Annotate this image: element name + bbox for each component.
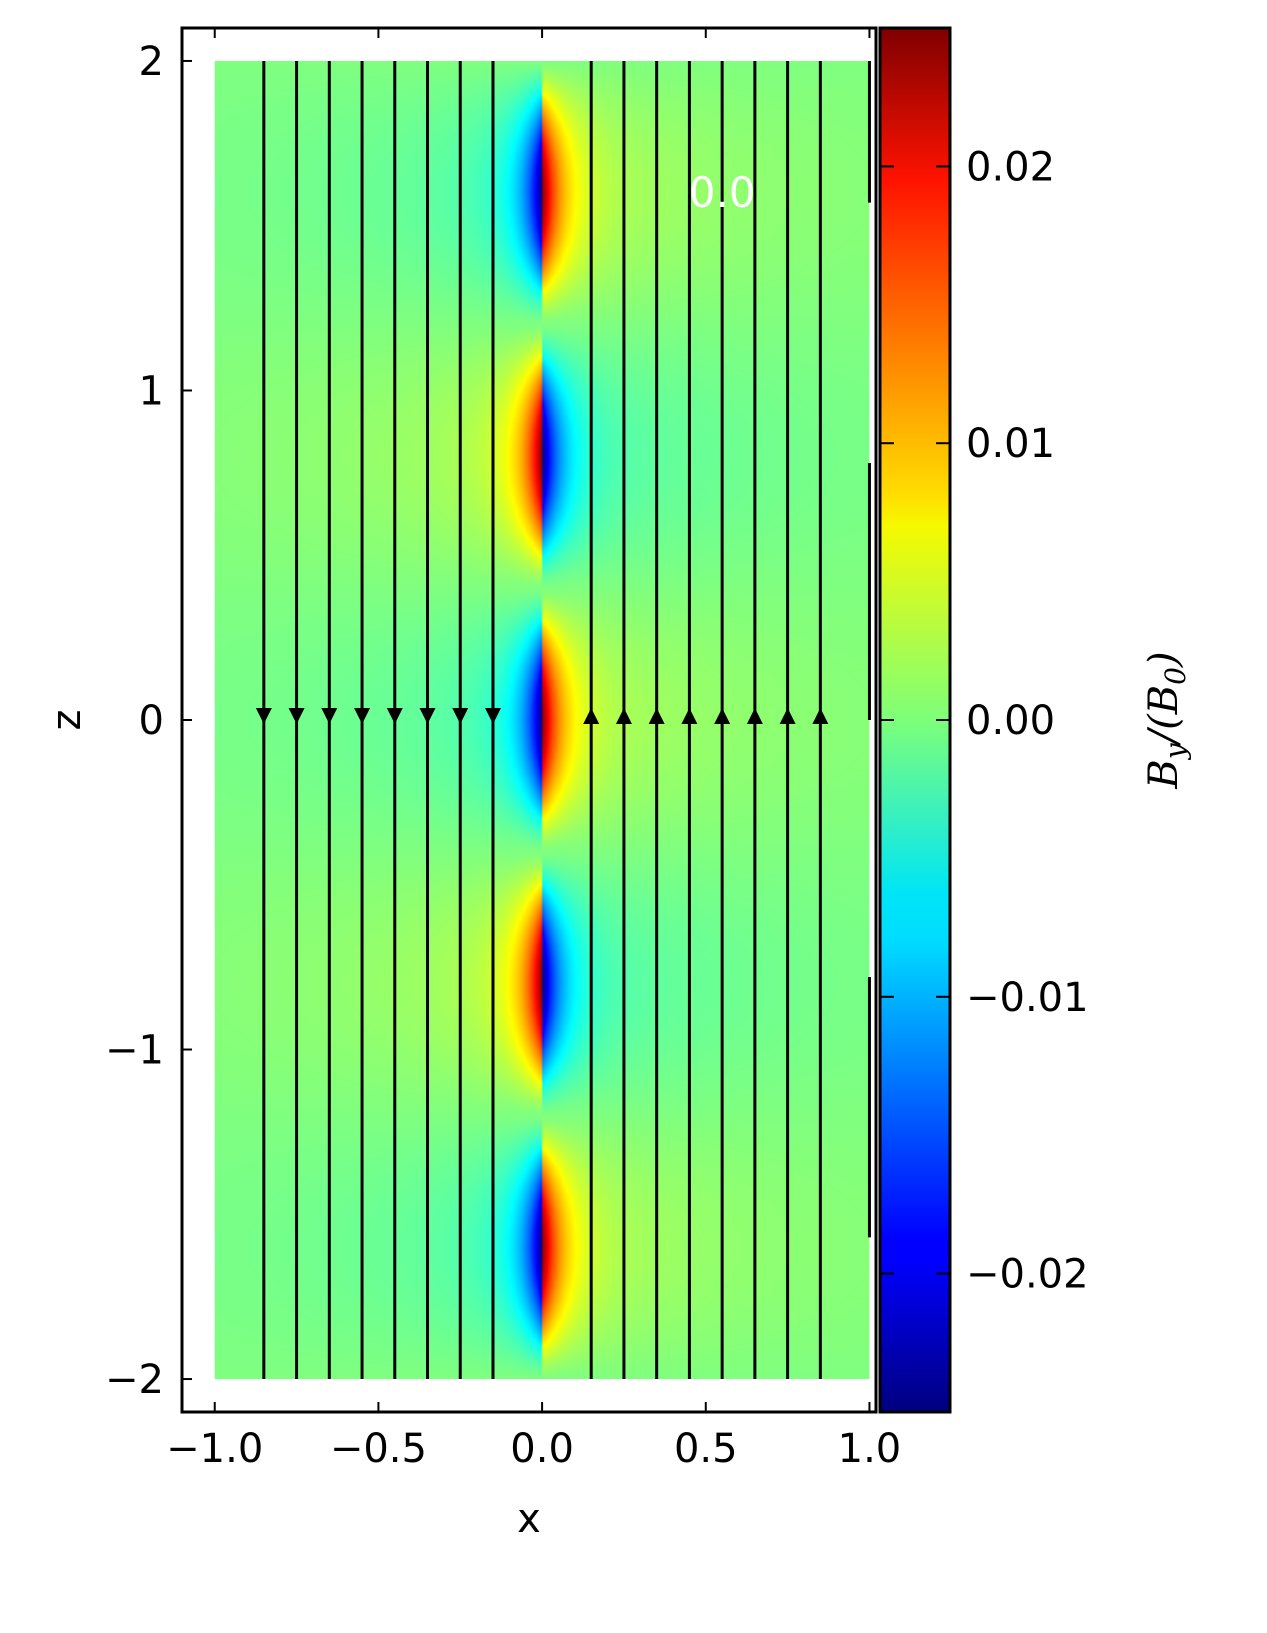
heatmap-image [214,60,870,1380]
field-line-arrow-up [615,708,632,724]
colorbar-tick-label: −0.01 [966,975,1089,1021]
field-line-arrow-down [321,708,338,724]
x-tick-label: 1.0 [838,1426,902,1472]
y-tick-label: 2 [139,39,164,85]
field-line-arrow-down [288,708,305,724]
field-line-arrow-up [681,708,698,724]
colorbar-ticks: −0.02 −0.01 0.00 0.01 0.02 [880,144,1089,1298]
y-tick-label: −2 [105,1357,164,1403]
colorbar-label-sub2: 0 [1159,667,1192,685]
y-tick-label: 1 [139,368,164,414]
x-tick-label: −0.5 [330,1426,427,1472]
field-line-arrow-up [714,708,731,724]
heatmap [214,60,870,1380]
field-line-arrow-up [812,708,829,724]
y-axis-label: z [44,710,90,731]
colorbar-tick-label: 0.02 [966,144,1055,190]
colorbar-label: By/(B0) [1141,651,1192,789]
field-line-arrow-down [484,708,501,724]
colorbar-label-main: B [1141,759,1187,789]
colorbar-label-sub1: y [1159,742,1192,761]
field-line-arrow-up [746,708,763,724]
axis-ticks: −1.0 −0.5 0.0 0.5 1.0 −2 −1 0 1 2 [105,28,901,1472]
y-tick-label: 0 [139,698,164,744]
x-tick-label: 0.5 [674,1426,738,1472]
colorbar-tick-label: 0.01 [966,421,1055,467]
field-line-arrow-down [419,708,436,724]
field-line-arrow-down [354,708,371,724]
field-lines [255,60,871,1380]
field-line-arrow-up [779,708,796,724]
colorbar-tick-label: −0.02 [966,1252,1089,1298]
x-axis-label: x [517,1496,541,1542]
y-tick-label: −1 [105,1028,164,1074]
field-line-arrow-down [255,708,272,724]
x-tick-label: −1.0 [166,1426,263,1472]
colorbar-label-end: ) [1141,651,1187,668]
annotations: 0.0 [689,168,756,217]
field-line-arrow-down [452,708,469,724]
colorbar-tick-label: 0.00 [966,698,1055,744]
x-tick-label: 0.0 [510,1426,574,1472]
contour-annotation: 0.0 [689,168,756,217]
field-line-arrow-up [648,708,665,724]
field-line-arrow-down [386,708,403,724]
field-line-arrow-up [583,708,600,724]
colorbar-label-mid: /(B [1141,685,1187,747]
